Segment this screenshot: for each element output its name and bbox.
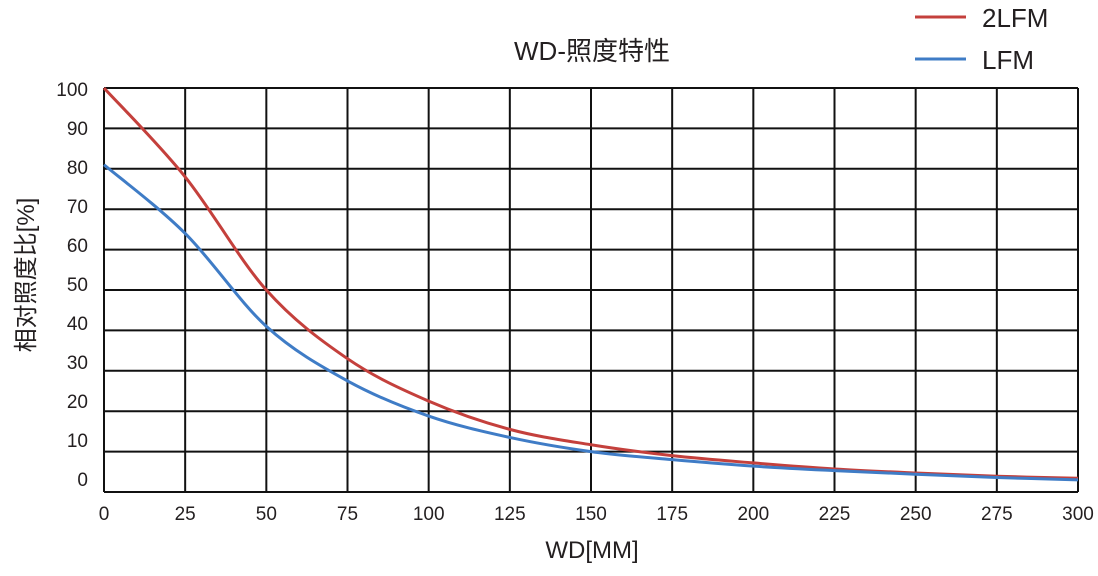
series-lines	[102, 86, 1079, 482]
y-tick-labels: 0 10 20 30 40 50 60 70 80 90 100	[56, 80, 88, 491]
y-tick-label: 10	[67, 431, 88, 452]
x-tick-label: 75	[337, 504, 358, 525]
chart-title: WD-照度特性	[514, 36, 670, 66]
x-tick-label: 50	[256, 504, 277, 525]
x-tick-label: 300	[1062, 504, 1094, 525]
x-tick-label: 25	[175, 504, 196, 525]
y-axis-label: 相对照度比[%]	[13, 198, 40, 353]
y-tick-label: 80	[67, 158, 88, 179]
y-tick-label: 40	[67, 314, 88, 335]
x-tick-label: 200	[737, 504, 769, 525]
grid	[103, 87, 1079, 493]
x-tick-label: 175	[656, 504, 688, 525]
x-tick-labels: 0 25 50 75 100 125 150 175 200 225 250 275 300	[99, 504, 1094, 525]
y-tick-label: 70	[67, 197, 88, 218]
y-tick-label: 60	[67, 236, 88, 257]
legend: 2LFM LFM	[915, 3, 1048, 75]
y-tick-label: 90	[67, 119, 88, 140]
legend-label-2lfm: 2LFM	[982, 3, 1048, 33]
x-tick-label: 250	[900, 504, 932, 525]
x-tick-label: 0	[99, 504, 110, 525]
x-tick-label: 100	[413, 504, 445, 525]
x-tick-label: 150	[575, 504, 607, 525]
y-tick-label: 50	[67, 275, 88, 296]
x-tick-label: 275	[981, 504, 1013, 525]
y-tick-label: 20	[67, 392, 88, 413]
y-tick-label: 0	[77, 470, 88, 491]
series-line-lfm	[103, 163, 1079, 482]
legend-label-lfm: LFM	[982, 45, 1034, 75]
x-axis-label: WD[MM]	[545, 537, 638, 564]
y-tick-label: 100	[56, 80, 88, 101]
x-tick-label: 125	[494, 504, 526, 525]
x-tick-label: 225	[819, 504, 851, 525]
y-tick-label: 30	[67, 353, 88, 374]
